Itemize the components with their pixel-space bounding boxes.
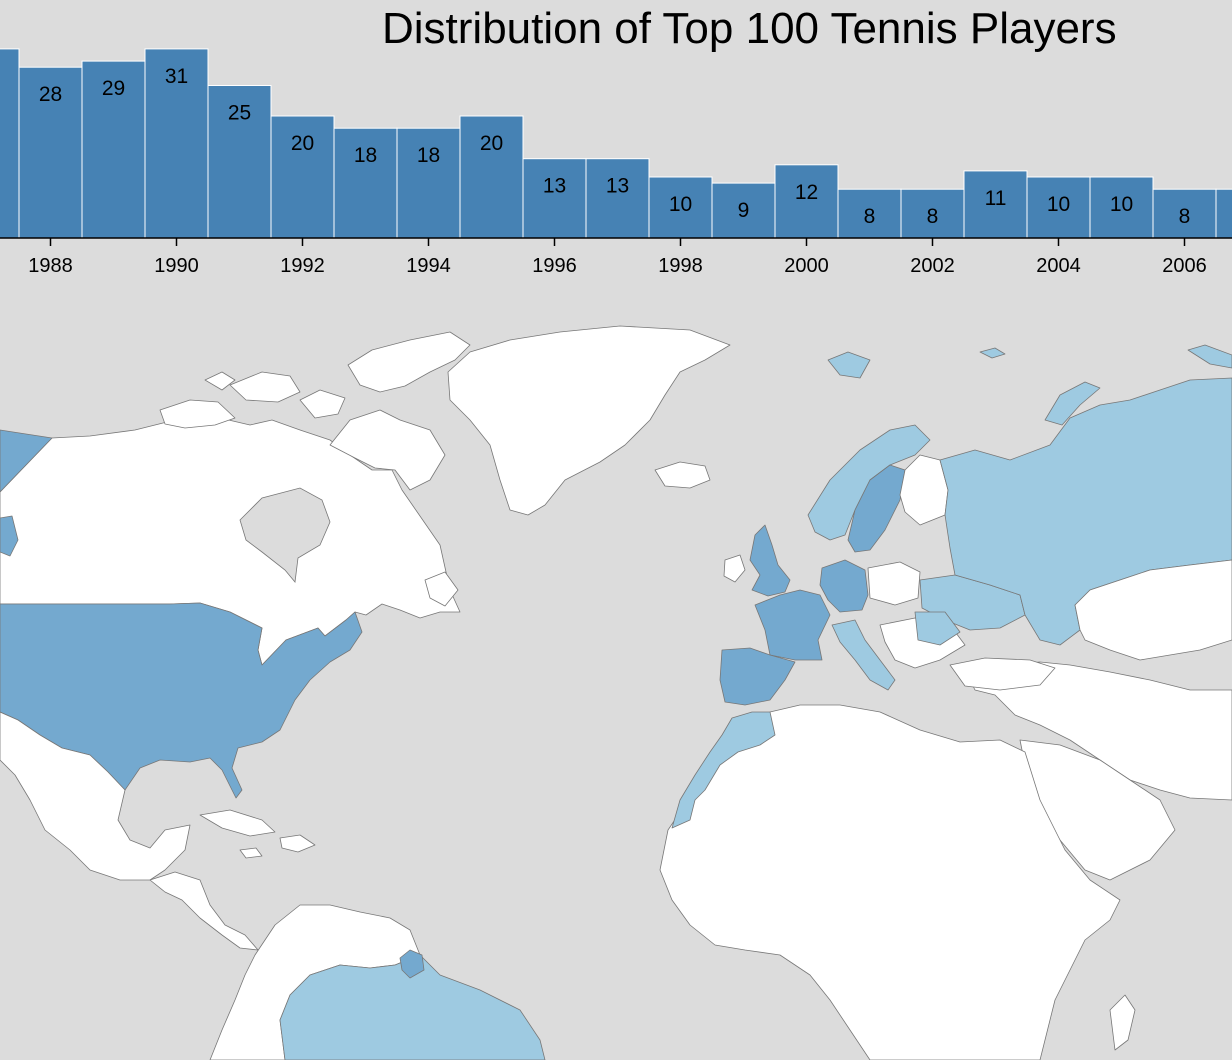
bar-value-label-2000: 12 [795,181,818,204]
island-baffin [329,409,446,491]
bar-2002[interactable] [900,188,965,239]
x-tick-label-1992: 1992 [280,255,325,277]
country-norway[interactable] [807,424,931,541]
hudson-bay [239,487,331,583]
asia [949,559,1232,881]
country-spain[interactable] [719,647,796,706]
country-mexico[interactable] [0,711,191,881]
island-victoria [159,399,236,429]
bar-value-label-1991: 25 [228,102,251,125]
bar-1987[interactable] [0,48,20,239]
bar-1997[interactable] [585,158,650,239]
island-ellesmere [347,331,471,393]
island-novaya-zemlya [1044,381,1101,426]
country-greenland[interactable] [447,325,731,516]
north-america [0,325,731,951]
x-tick-label-1996: 1996 [532,255,577,277]
bar-value-label-1996: 13 [543,175,566,198]
x-tick-label-2000: 2000 [784,255,829,277]
island-jamaica [239,847,263,859]
south-america [209,904,546,1060]
island-cuba [199,809,276,837]
x-tick-label-1988: 1988 [28,255,73,277]
bar-value-label-1993: 18 [354,144,377,167]
x-tick-label-1994: 1994 [406,255,451,277]
europe [719,344,1232,706]
africa-mainland [659,704,1121,1060]
bar-1994[interactable] [396,127,461,239]
bar-1990[interactable] [144,48,209,239]
country-suriname[interactable] [399,949,425,979]
bar-value-label-2006: 8 [1179,205,1191,228]
bar-label-group: 28 29 31 25 20 18 18 20 13 13 10 9 12 8 8 11 10 10 8 [39,65,1191,228]
island-svalbard [827,351,871,379]
bar-2005[interactable] [1089,176,1154,239]
island-arctic-a [229,371,301,403]
country-alaska[interactable] [0,429,53,493]
country-romania[interactable] [914,611,961,646]
x-axis-ticks: 1988 1990 1992 1994 1996 1998 2000 2002 2004 2006 [28,238,1207,277]
country-brazil[interactable] [279,954,546,1060]
bar-1988[interactable] [18,66,83,239]
bar-value-label-1994: 18 [417,144,440,167]
bar-value-label-1989: 29 [102,77,125,100]
island-arctic-c [204,371,236,391]
chart-title: Distribution of Top 100 Tennis Players [382,4,1117,53]
central-america [149,871,259,951]
middle-east [964,661,1232,801]
bar-1993[interactable] [333,127,398,239]
x-tick-label-1990: 1990 [154,255,199,277]
bar-2001[interactable] [837,188,902,239]
island-hispaniola [279,834,316,853]
island-arctic-b [299,389,346,419]
bar-group [0,48,1232,239]
bar-value-label-1990: 31 [165,65,188,88]
country-finland[interactable] [899,454,949,526]
bar-value-label-2004: 10 [1047,193,1070,216]
country-ireland[interactable] [723,554,746,583]
bar-value-label-1998: 10 [669,193,692,216]
bar-value-label-2002: 8 [927,205,939,228]
bar-value-label-1997: 13 [606,175,629,198]
country-turkey[interactable] [949,657,1056,691]
x-tick-label-2002: 2002 [910,255,955,277]
country-united-kingdom[interactable] [749,524,791,597]
bar-value-label-1992: 20 [291,132,314,155]
bar-1991[interactable] [207,85,272,239]
bar-2004[interactable] [1026,176,1091,239]
country-france[interactable] [754,589,831,661]
x-tick-label-2006: 2006 [1162,255,1207,277]
bar-2006[interactable] [1152,188,1217,239]
bar-value-label-2005: 10 [1110,193,1133,216]
bar-2000[interactable] [774,164,839,239]
country-morocco[interactable] [671,711,776,829]
bar-2007[interactable] [1215,188,1232,239]
bar-value-label-2001: 8 [864,205,876,228]
country-alaska-south[interactable] [0,515,19,557]
x-tick-label-2004: 2004 [1036,255,1081,277]
bar-1996[interactable] [522,158,587,239]
bar-value-label-1999: 9 [738,199,750,222]
bar-value-label-2003: 11 [985,187,1007,210]
x-tick-label-1998: 1998 [658,255,703,277]
island-newfoundland [424,571,459,607]
island-severnaya [1187,344,1232,369]
island-franz-josef [979,347,1006,359]
bar-1999[interactable] [711,182,776,239]
bar-value-label-1988: 28 [39,83,62,106]
africa [659,704,1136,1060]
bar-value-label-1995: 20 [480,132,503,155]
country-italy[interactable] [831,619,896,691]
island-madagascar [1109,994,1136,1051]
country-poland[interactable] [867,561,921,606]
country-kazakhstan[interactable] [1074,559,1232,661]
country-iceland[interactable] [654,461,711,489]
country-germany[interactable] [819,559,869,613]
